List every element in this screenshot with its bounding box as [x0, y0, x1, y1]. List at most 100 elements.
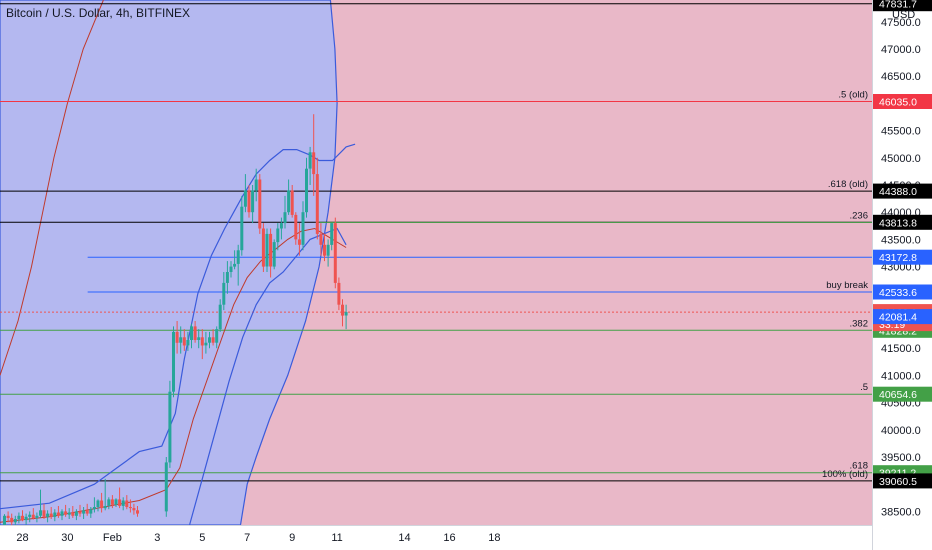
candle-body-53 [218, 304, 222, 330]
candle-body-83 [326, 244, 330, 256]
candle-body-62 [251, 190, 255, 213]
candle-body-2 [10, 517, 14, 523]
candle-body-68 [272, 242, 276, 267]
candle-body-25 [92, 507, 96, 510]
candle-body-51 [211, 337, 215, 343]
x-tick-label: 5 [199, 532, 205, 544]
candle-body-61 [247, 190, 251, 213]
candle-body-8 [31, 514, 35, 518]
candle-body-6 [24, 516, 28, 521]
level-label-4: .236 [850, 210, 869, 221]
candle-body-86 [337, 282, 341, 305]
candle-body-16 [60, 511, 64, 516]
y-tick-label: 41500.0 [881, 343, 921, 355]
x-tick-label: 3 [154, 532, 160, 544]
candle-body-88 [344, 312, 348, 316]
candle-body-32 [118, 499, 122, 506]
candle-body-29 [107, 499, 111, 506]
x-tick-label: 28 [16, 532, 28, 544]
candle-body-36 [132, 508, 136, 511]
level-label-9: .618 [850, 461, 869, 472]
zones-layer [0, 0, 872, 525]
candle-body-21 [78, 511, 82, 514]
candle-body-35 [128, 507, 132, 509]
price-tag-1: 46035.0 [879, 97, 917, 109]
candle-body-14 [53, 512, 57, 517]
candle-body-7 [28, 514, 32, 517]
candle-body-73 [290, 190, 294, 215]
price-tag-10: 39060.5 [879, 476, 917, 488]
candle-body-10 [39, 510, 42, 516]
candle-body-49 [204, 342, 208, 346]
candle-body-46 [193, 326, 197, 340]
candle-body-43 [182, 337, 186, 346]
level-label-8: .5 [860, 382, 868, 393]
x-tick-label: 14 [398, 532, 410, 544]
y-tick-label: 47500.0 [881, 17, 921, 29]
candle-body-39 [168, 391, 172, 463]
candle-body-80 [315, 174, 319, 234]
candle-body-15 [56, 512, 60, 516]
candle-body-26 [96, 500, 100, 507]
price-tag-0-bg [873, 0, 932, 12]
candle-body-59 [240, 206, 244, 251]
candle-body-64 [258, 179, 262, 229]
price-tag-5-bg [873, 249, 932, 265]
price-tag-2: 44388.0 [879, 186, 917, 198]
y-tick-label: 45000.0 [881, 153, 921, 165]
candle-body-40 [172, 331, 175, 392]
candle-body-66 [265, 233, 269, 267]
candle-body-52 [215, 329, 219, 343]
candle-body-42 [179, 337, 183, 343]
candle-body-1 [6, 515, 10, 518]
price-axis[interactable]: 38500.039000.039500.040000.040500.041000… [881, 17, 921, 519]
candle-body-69 [276, 228, 280, 243]
price-tag-1-bg [873, 94, 932, 109]
x-tick-label: Feb [103, 532, 122, 544]
y-tick-label: 45500.0 [881, 126, 921, 138]
candle-body-60 [243, 190, 247, 207]
price-lines-layer [0, 3, 872, 482]
candle-body-45 [190, 326, 193, 340]
price-tag-3: 43813.8 [879, 217, 917, 229]
candle-body-11 [42, 510, 46, 517]
level-label-6: buy break [826, 280, 868, 291]
plot-area[interactable]: .5 (old) .618 (old) .236 buy break .382 .5 .61… [0, 0, 872, 550]
price-tag-0: 47831.7 [879, 0, 917, 11]
candle-body-3 [13, 519, 17, 523]
price-tag-8: 40654.6 [879, 389, 917, 401]
candle-body-72 [287, 190, 291, 213]
candle-body-37 [136, 510, 139, 514]
candle-body-28 [103, 506, 107, 509]
candle-body-33 [121, 500, 125, 506]
candle-body-65 [261, 228, 265, 267]
candle-body-58 [236, 250, 240, 264]
candle-body-18 [67, 512, 71, 515]
candle-body-5 [21, 515, 24, 521]
candle-body-54 [222, 282, 226, 305]
candle-body-79 [312, 152, 316, 175]
candle-body-13 [49, 513, 53, 517]
x-tick-label: 9 [289, 532, 295, 544]
candle-body-77 [305, 168, 308, 213]
candle-body-19 [71, 512, 75, 516]
time-axis[interactable]: 28 30 Feb 3 5 7 9 11 14 16 18 [16, 532, 500, 544]
candle-body-23 [85, 510, 89, 514]
candle-body-63 [254, 179, 258, 191]
candle-body-20 [74, 511, 78, 516]
candle-body-22 [82, 510, 86, 514]
currency-label[interactable]: USD [892, 9, 915, 21]
candle-body-55 [225, 272, 229, 283]
candles-layer [3, 114, 348, 525]
y-tick-label: 47000.0 [881, 44, 921, 56]
price-tag-6-bg [873, 284, 932, 300]
prior-close-tag-bg [873, 309, 932, 325]
candle-body-74 [294, 214, 298, 240]
candle-body-85 [333, 223, 337, 283]
level-label-1: .5 (old) [838, 90, 868, 101]
candle-body-75 [297, 239, 301, 245]
level-label-10: 100% (old) [822, 469, 868, 480]
price-tag-10-bg [873, 473, 932, 489]
candle-body-50 [208, 337, 211, 343]
